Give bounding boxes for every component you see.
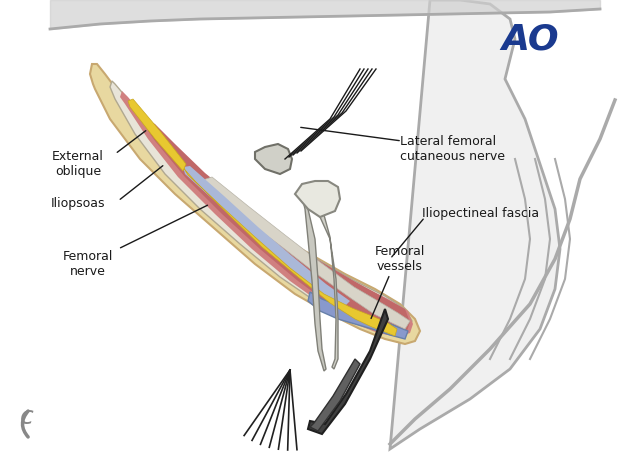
Text: AO: AO bbox=[501, 22, 559, 56]
Polygon shape bbox=[128, 99, 186, 171]
Polygon shape bbox=[295, 181, 340, 217]
Text: c: c bbox=[20, 405, 33, 429]
Polygon shape bbox=[90, 64, 420, 344]
Text: Iliopsoas: Iliopsoas bbox=[51, 197, 105, 211]
Polygon shape bbox=[110, 81, 412, 334]
Polygon shape bbox=[308, 292, 408, 339]
Polygon shape bbox=[255, 144, 292, 174]
Text: Femoral
vessels: Femoral vessels bbox=[375, 245, 425, 273]
Polygon shape bbox=[183, 166, 350, 309]
Polygon shape bbox=[163, 144, 397, 336]
Polygon shape bbox=[310, 359, 360, 431]
Polygon shape bbox=[148, 121, 410, 335]
Polygon shape bbox=[300, 189, 326, 371]
Polygon shape bbox=[120, 91, 413, 337]
Text: Iliopectineal fascia: Iliopectineal fascia bbox=[422, 207, 539, 220]
Polygon shape bbox=[320, 215, 338, 369]
Polygon shape bbox=[200, 177, 410, 329]
Polygon shape bbox=[308, 309, 388, 434]
Text: Lateral femoral
cutaneous nerve: Lateral femoral cutaneous nerve bbox=[400, 135, 505, 163]
Text: External
oblique: External oblique bbox=[52, 150, 104, 178]
Text: Femoral
nerve: Femoral nerve bbox=[63, 250, 113, 278]
Polygon shape bbox=[390, 0, 560, 449]
